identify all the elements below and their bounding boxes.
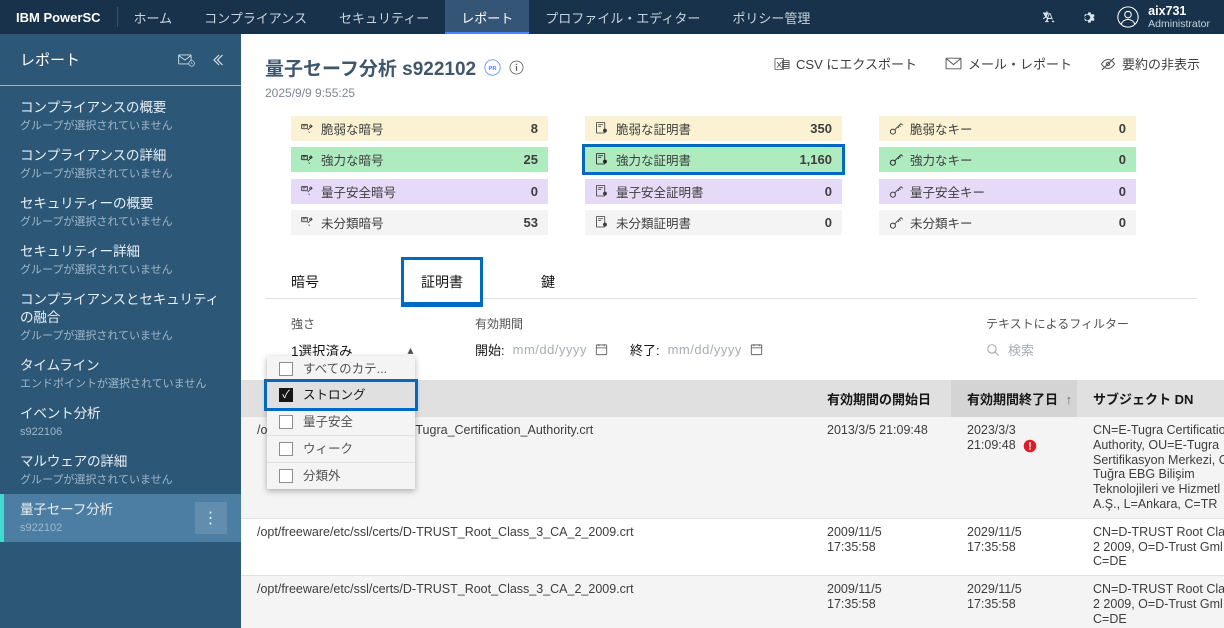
svg-text:PR: PR [489,66,498,72]
